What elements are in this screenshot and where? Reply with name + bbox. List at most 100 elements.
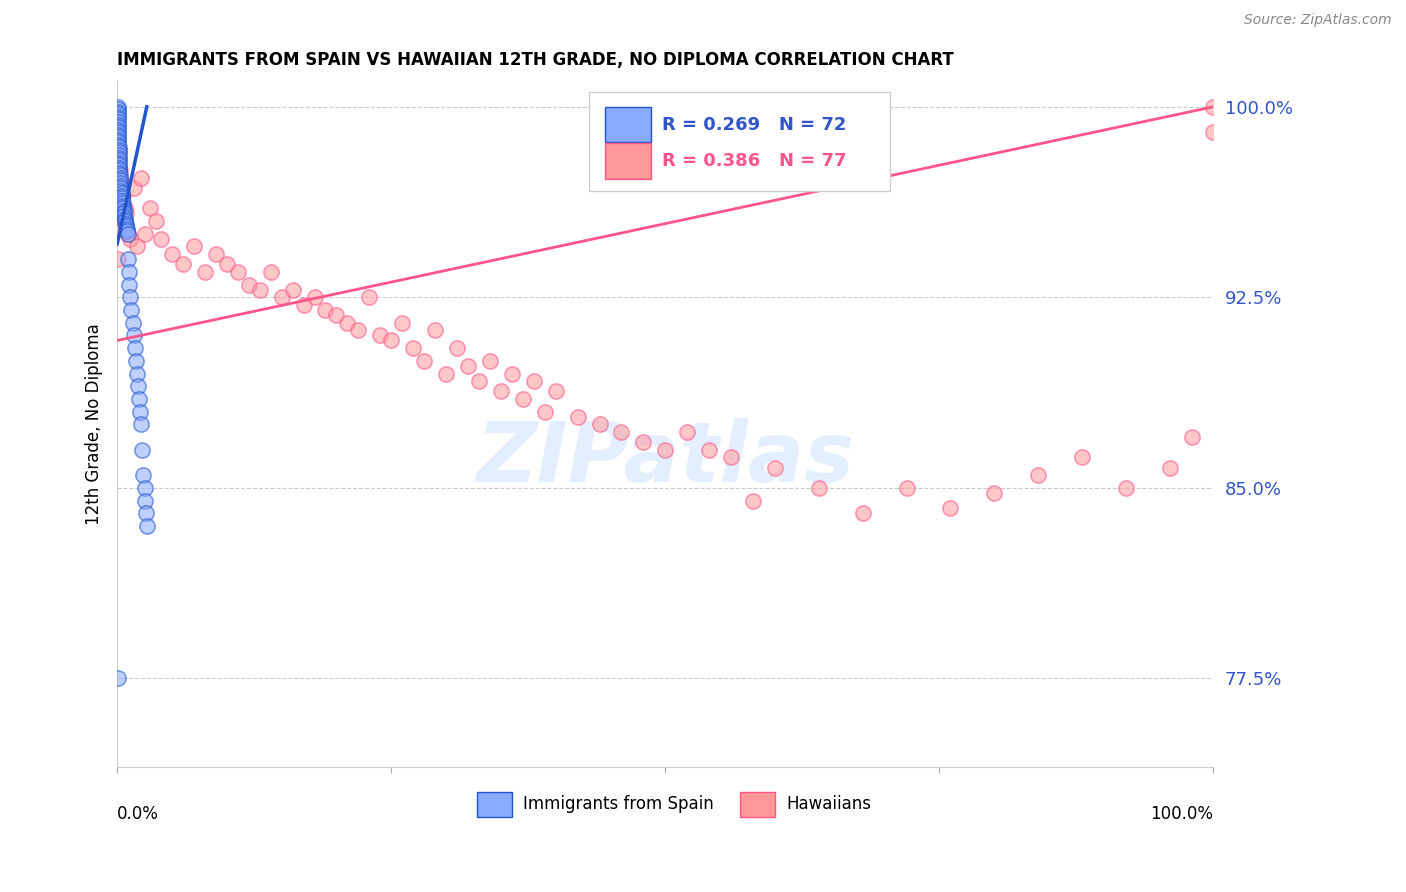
Point [852, 506, 875, 520]
Point [134, 481, 156, 495]
Point [336, 316, 359, 330]
Point [423, 323, 446, 337]
Point [120, 232, 142, 246]
Point [110, 169, 132, 183]
Point [117, 227, 139, 241]
Text: 100.0%: 100.0% [1150, 805, 1213, 823]
Point [110, 173, 132, 187]
Point [110, 191, 132, 205]
Point [112, 214, 135, 228]
Text: Immigrants from Spain: Immigrants from Spain [523, 796, 714, 814]
Point [260, 265, 283, 279]
Point [125, 367, 148, 381]
Point [304, 290, 326, 304]
Point [114, 202, 136, 216]
Point [368, 328, 391, 343]
Point [391, 316, 413, 330]
Point [107, 118, 129, 132]
Point [107, 136, 129, 150]
Point [107, 133, 129, 147]
Point [107, 128, 129, 142]
Point [118, 277, 141, 292]
Point [115, 224, 138, 238]
Point [763, 460, 786, 475]
Point [107, 115, 129, 129]
Point [807, 481, 830, 495]
Point [108, 166, 131, 180]
Point [281, 283, 304, 297]
Point [1115, 481, 1137, 495]
Point [215, 257, 238, 271]
Point [110, 178, 132, 193]
Point [108, 158, 131, 172]
Point [111, 202, 134, 216]
Point [112, 203, 135, 218]
Point [120, 303, 142, 318]
Point [108, 140, 131, 154]
Point [111, 196, 134, 211]
Point [1202, 100, 1225, 114]
Point [139, 202, 162, 216]
Point [489, 384, 512, 399]
Point [434, 367, 457, 381]
Point [129, 404, 152, 418]
FancyBboxPatch shape [477, 792, 512, 817]
Point [347, 323, 370, 337]
Point [588, 417, 610, 432]
Point [110, 170, 132, 185]
Point [131, 417, 153, 432]
Point [446, 341, 468, 355]
Point [121, 316, 143, 330]
FancyBboxPatch shape [605, 143, 651, 178]
Point [110, 186, 132, 201]
Point [567, 409, 589, 424]
Point [249, 283, 271, 297]
Point [108, 206, 131, 220]
Point [115, 206, 138, 220]
Point [292, 298, 315, 312]
Point [107, 110, 129, 124]
Point [172, 257, 194, 271]
Point [107, 120, 129, 134]
Point [125, 239, 148, 253]
Point [533, 404, 555, 418]
Point [122, 181, 145, 195]
Point [108, 155, 131, 169]
Point [131, 442, 153, 457]
Point [150, 232, 173, 246]
Point [380, 334, 402, 348]
Point [145, 214, 167, 228]
Point [226, 265, 249, 279]
Y-axis label: 12th Grade, No Diploma: 12th Grade, No Diploma [86, 324, 103, 525]
Point [107, 112, 129, 127]
Point [107, 107, 129, 121]
Point [110, 221, 132, 235]
Text: Source: ZipAtlas.com: Source: ZipAtlas.com [1244, 13, 1392, 28]
Point [117, 227, 139, 241]
Point [125, 354, 148, 368]
Point [238, 277, 260, 292]
Point [134, 227, 156, 241]
Point [359, 290, 381, 304]
Point [107, 104, 129, 119]
Point [120, 290, 142, 304]
Point [1159, 460, 1181, 475]
Point [160, 247, 183, 261]
Point [544, 384, 567, 399]
Point [135, 519, 157, 533]
Point [1180, 430, 1202, 444]
Point [107, 672, 129, 686]
Point [194, 265, 217, 279]
Point [134, 493, 156, 508]
Point [742, 493, 765, 508]
Point [108, 153, 131, 167]
Point [108, 148, 131, 162]
FancyBboxPatch shape [740, 792, 775, 817]
Point [183, 239, 205, 253]
Point [402, 341, 425, 355]
Point [132, 468, 155, 483]
Point [314, 303, 336, 318]
Point [697, 442, 720, 457]
Point [110, 176, 132, 190]
Point [118, 265, 141, 279]
